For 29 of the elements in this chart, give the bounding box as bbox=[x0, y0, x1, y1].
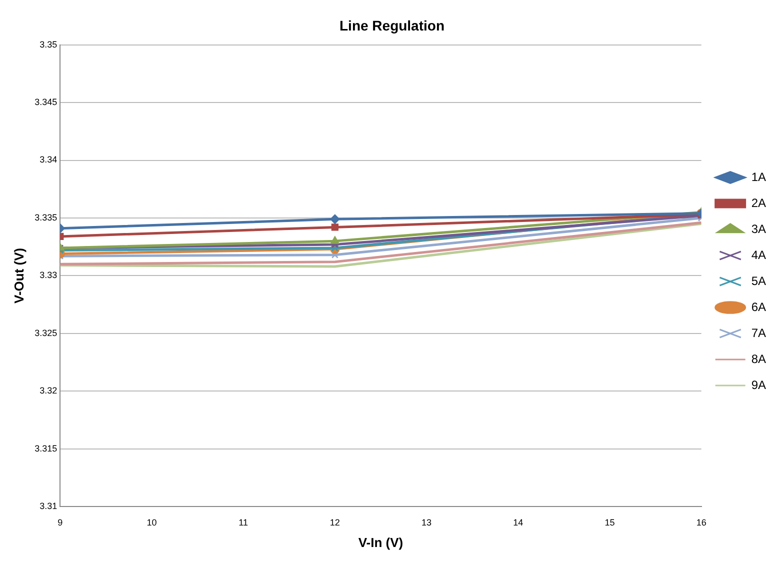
x-tick-label: 15 bbox=[604, 517, 615, 528]
legend-label: 6A bbox=[751, 300, 766, 314]
x-tick-label: 14 bbox=[513, 517, 524, 528]
x-tick-label: 10 bbox=[146, 517, 157, 528]
y-tick-label: 3.34 bbox=[40, 154, 58, 165]
legend-label: 7A bbox=[751, 326, 766, 340]
legend-label: 5A bbox=[751, 274, 766, 288]
y-tick-label: 3.33 bbox=[40, 270, 58, 280]
x-tick-label: 11 bbox=[238, 517, 248, 528]
x-tick-label: 12 bbox=[330, 517, 340, 528]
legend-label: 8A bbox=[751, 352, 766, 366]
y-tick-label: 3.345 bbox=[34, 97, 58, 108]
x-tick-label: 16 bbox=[696, 517, 706, 528]
x-axis-title: V-In (V) bbox=[358, 534, 404, 550]
legend-label: 3A bbox=[751, 222, 766, 236]
y-tick-label: 3.31 bbox=[40, 501, 58, 512]
legend-label: 1A bbox=[751, 170, 766, 184]
y-tick-label: 3.325 bbox=[34, 328, 58, 338]
legend-label: 2A bbox=[751, 196, 766, 210]
y-tick-label: 3.32 bbox=[40, 386, 58, 396]
chart-title: Line Regulation bbox=[340, 17, 444, 34]
x-tick-label: 9 bbox=[58, 517, 63, 528]
x-tick-label: 13 bbox=[422, 517, 432, 528]
y-tick-label: 3.35 bbox=[40, 39, 58, 50]
legend-label: 9A bbox=[751, 378, 766, 392]
y-axis-title: V-Out (V) bbox=[11, 248, 26, 304]
legend-label: 4A bbox=[751, 248, 766, 262]
y-tick-label: 3.335 bbox=[34, 212, 58, 222]
y-tick-label: 3.315 bbox=[34, 443, 58, 454]
